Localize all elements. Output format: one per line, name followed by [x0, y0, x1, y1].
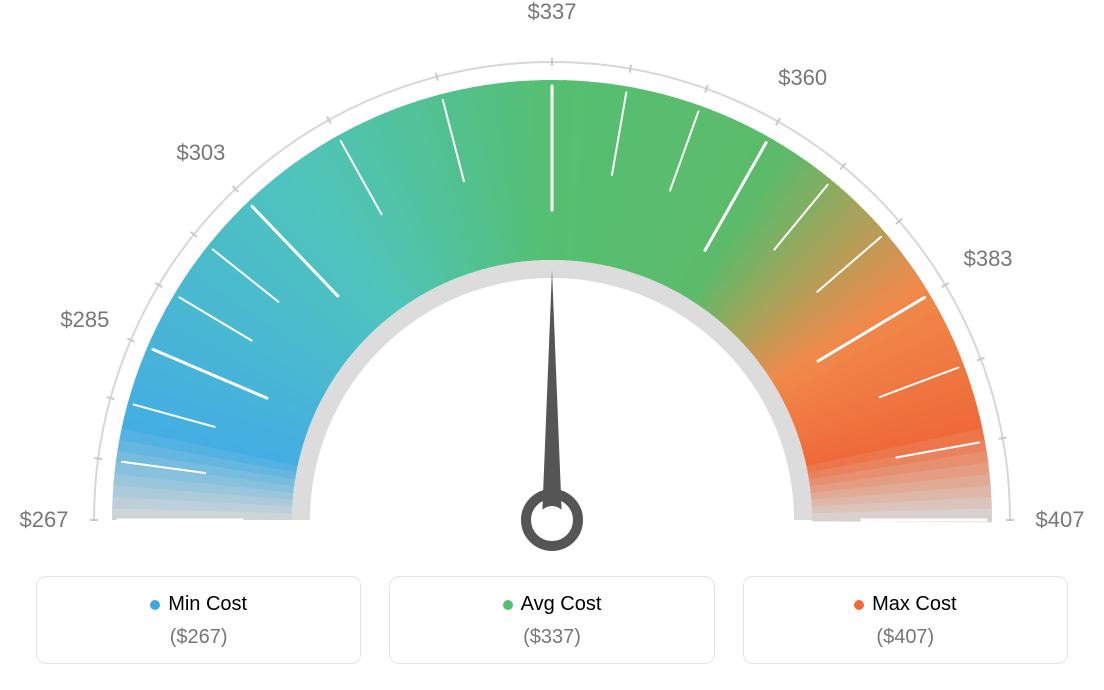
- gauge-area: $267$285$303$337$360$383$407: [52, 20, 1052, 560]
- legend-label-min: Min Cost: [168, 593, 247, 616]
- legend-row: Min Cost ($267) Avg Cost ($337) Max Cost…: [0, 576, 1104, 664]
- legend-value-max: ($407): [754, 626, 1057, 649]
- legend-dot-max: [854, 600, 864, 610]
- gauge-tick-label: $383: [964, 246, 1013, 272]
- legend-label-max: Max Cost: [872, 593, 956, 616]
- legend-value-min: ($267): [47, 626, 350, 649]
- legend-title-avg: Avg Cost: [503, 593, 602, 616]
- legend-title-min: Min Cost: [150, 593, 247, 616]
- legend-card-min: Min Cost ($267): [36, 576, 361, 664]
- gauge-tick-label: $267: [20, 507, 69, 533]
- gauge-tick-label: $337: [528, 0, 577, 25]
- gauge-tick-label: $303: [176, 140, 225, 166]
- legend-card-max: Max Cost ($407): [743, 576, 1068, 664]
- gauge-svg: [52, 20, 1052, 560]
- legend-card-avg: Avg Cost ($337): [389, 576, 714, 664]
- legend-dot-min: [150, 600, 160, 610]
- legend-label-avg: Avg Cost: [521, 593, 602, 616]
- gauge-tick-label: $407: [1036, 507, 1085, 533]
- gauge-tick-label: $285: [60, 307, 109, 333]
- legend-title-max: Max Cost: [854, 593, 956, 616]
- gauge-tick-label: $360: [778, 65, 827, 91]
- legend-value-avg: ($337): [400, 626, 703, 649]
- legend-dot-avg: [503, 600, 513, 610]
- cost-gauge-chart: $267 $285 $303 $337 $360 $383 $407 Min Cost ($…: [0, 0, 1104, 690]
